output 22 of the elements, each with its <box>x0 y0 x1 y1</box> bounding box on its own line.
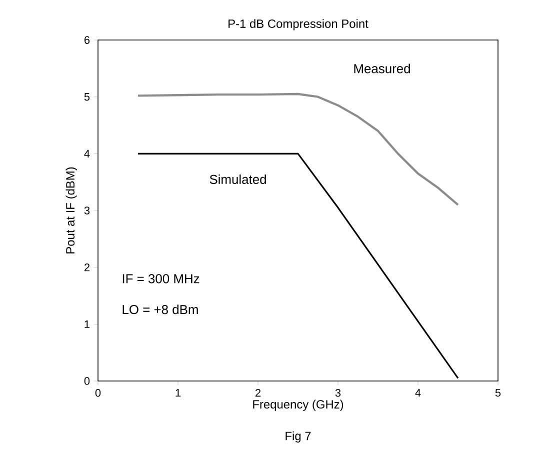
x-tick-label: 3 <box>335 388 341 397</box>
text: Measured <box>354 64 410 74</box>
y-tick-label: 3 <box>84 206 90 214</box>
y-tick-label: 1 <box>84 320 90 328</box>
y-tick-label: 5 <box>84 93 90 101</box>
y-tick-label: 6 <box>84 36 90 44</box>
x-tick-label: 1 <box>176 388 181 397</box>
y-axis-title: Pout at IF (dBM) <box>66 167 77 254</box>
x-axis-title: Frequency (GHz) <box>253 400 344 411</box>
x-tick-label: 5 <box>495 388 501 397</box>
chart-title: P-1 dB Compression Point <box>228 19 368 30</box>
x-tick-label: 0 <box>95 388 101 397</box>
x-tick-label: 2 <box>256 388 260 397</box>
line-series <box>136 92 460 206</box>
annotation: LO = +8 dBm <box>122 304 198 314</box>
annotation: IF = 300 MHz <box>122 274 200 284</box>
y-tick-label: 0 <box>84 377 90 385</box>
series-label: Simulated <box>210 174 266 184</box>
x-tick-label: 4 <box>415 388 421 397</box>
caption: Fig 7 <box>286 431 311 443</box>
y-tick-label: 4 <box>84 150 90 158</box>
y-tick-label: 2 <box>84 264 90 272</box>
